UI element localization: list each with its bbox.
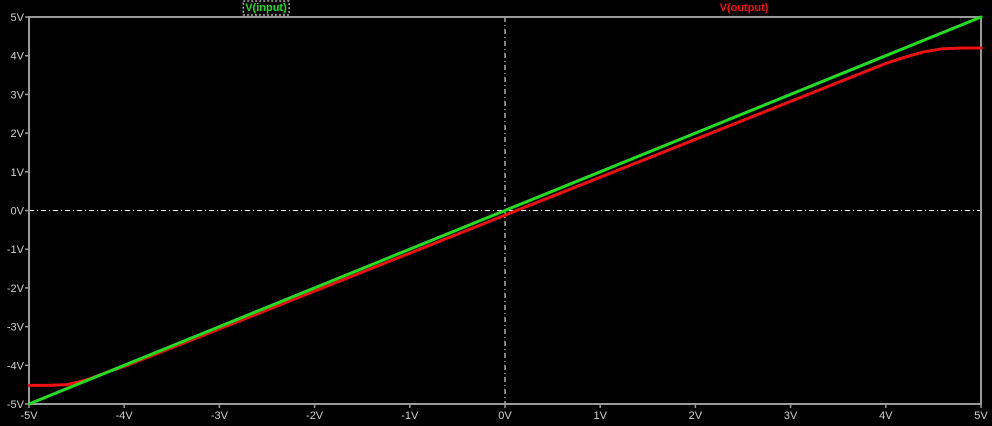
y-tick-label: 3V: [11, 89, 25, 101]
x-tick-label: 4V: [879, 410, 893, 422]
x-tick-label: 1V: [593, 410, 607, 422]
x-tick-label: 5V: [974, 410, 988, 422]
y-tick-label: -3V: [7, 322, 25, 334]
x-tick-label: 0V: [498, 410, 512, 422]
y-tick-label: -5V: [7, 399, 25, 411]
y-tick-label: -1V: [7, 244, 25, 256]
series-traces: [27, 15, 983, 406]
legend-selection-box: [242, 0, 290, 16]
axis-ticks: -5V -4V -3V -2V -1V 0V 1V 2V 3V 4V 5V -5V -4V -3V -2V -…: [7, 12, 989, 422]
x-tick-label: -5V: [20, 410, 38, 422]
y-tick-label: 1V: [11, 167, 25, 179]
x-tick-label: -2V: [306, 410, 324, 422]
y-tick-label: 2V: [11, 128, 25, 140]
legend-entry-v-input[interactable]: V(input): [245, 2, 287, 14]
y-tick-label: -2V: [7, 283, 25, 295]
x-tick-label: 3V: [784, 410, 798, 422]
x-tick-label: -1V: [401, 410, 419, 422]
x-tick-label: 2V: [689, 410, 703, 422]
series-line-v-output: [27, 46, 983, 387]
x-tick-label: -3V: [211, 410, 229, 422]
y-tick-label: 0V: [11, 206, 25, 218]
y-tick-label: 5V: [11, 12, 25, 24]
y-tick-label: 4V: [11, 51, 25, 63]
legend: V(input) V(output): [242, 0, 769, 16]
y-tick-label: -4V: [7, 360, 25, 372]
series-line-v-input: [27, 15, 983, 406]
legend-entry-v-output[interactable]: V(output): [720, 2, 769, 14]
x-tick-label: -4V: [116, 410, 134, 422]
